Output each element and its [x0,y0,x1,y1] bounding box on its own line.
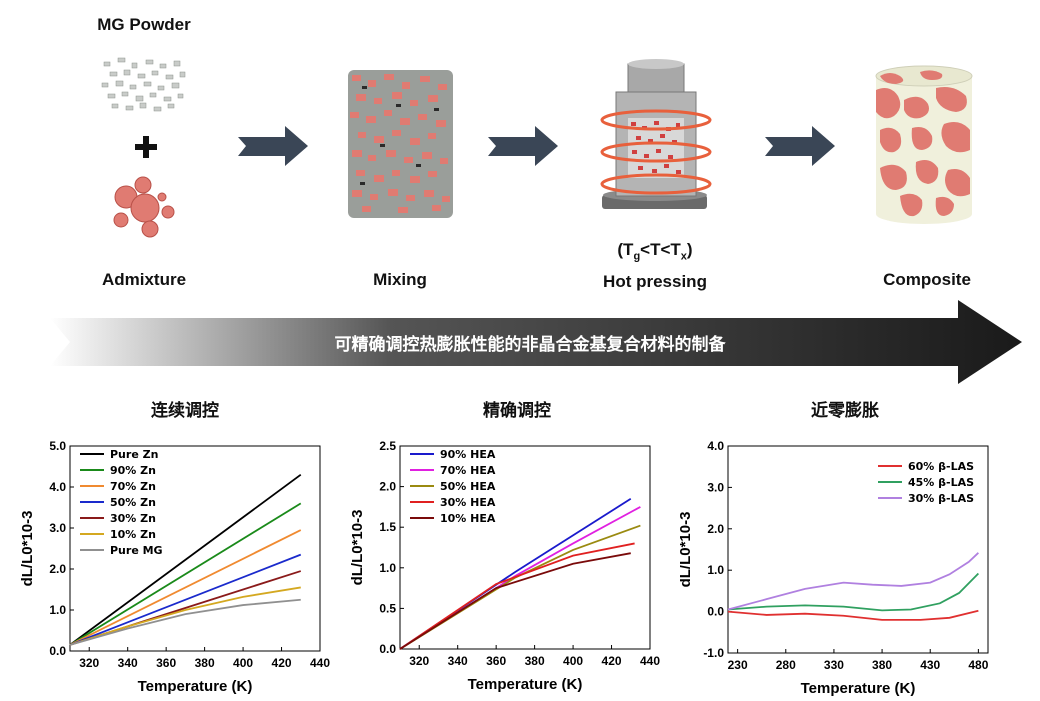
series-line [69,502,302,646]
x-tick-label: 340 [448,654,468,668]
x-tick-label: 440 [310,656,330,670]
series-line [69,598,301,646]
series-line [69,553,302,646]
series-line [727,572,980,612]
y-tick-label: 4.0 [49,480,66,494]
y-tick-label: 1.0 [379,561,396,575]
legend-label: 60% β-LAS [908,460,974,473]
y-axis-label: dL/L0*10-3 [19,511,36,587]
legend-label: 90% Zn [110,464,156,477]
mixing-label: Mixing [373,270,427,289]
series-line [399,524,641,650]
mixing-cylinder [348,70,453,218]
y-tick-label: 1.0 [707,563,724,577]
y-tick-label: 4.0 [707,439,724,453]
y-tick-label: 2.0 [707,522,724,536]
legend-label: 45% β-LAS [908,476,974,489]
y-axis-label: dL/L0*10-3 [680,512,694,588]
y-tick-label: 3.0 [49,521,66,535]
hot-press-die [600,59,712,209]
legend-label: 30% Zn [110,512,156,525]
y-tick-label: 1.0 [49,603,66,617]
x-tick-label: 280 [776,658,796,672]
x-tick-label: 230 [728,658,748,672]
x-tick-label: 360 [156,656,176,670]
banner-arrow [50,300,1022,384]
y-tick-label: 5.0 [49,439,66,453]
legend-label: Pure Zn [110,448,158,461]
x-tick-label: 420 [272,656,292,670]
series-line [69,586,301,646]
series-line [69,529,302,646]
plot-frame [727,445,989,654]
plus-icon [135,136,157,158]
section-title-3: 近零膨胀 [811,401,879,421]
x-tick-label: 380 [872,658,892,672]
y-tick-label: 2.0 [49,562,66,576]
x-axis-label: Temperature (K) [468,676,583,693]
x-tick-label: 380 [195,656,215,670]
arrow-icon [238,126,308,166]
series-line [399,542,635,650]
x-tick-label: 480 [968,658,988,672]
x-tick-label: 340 [118,656,138,670]
banner-text: 可精确调控热膨胀性能的非晶合金基复合材料的制备 [334,335,726,355]
series-line [727,609,979,621]
x-tick-label: 420 [602,654,622,668]
series-line [727,552,979,611]
legend-label: 30% β-LAS [908,492,974,505]
y-tick-label: 3.0 [707,480,724,494]
hot-pressing-condition: (Tg<T<Tx) [617,240,693,263]
composite-label: Composite [883,270,971,289]
chart-precise: 320 340 360 380 400 420 440 0.0 0.5 1.0 1.5 2.0 2.5 T… [349,439,660,693]
section-title-2: 精确调控 [483,401,551,421]
x-tick-label: 320 [409,654,429,668]
x-tick-label: 380 [525,654,545,668]
hot-pressing-label: Hot pressing [603,272,707,291]
legend-label: 50% Zn [110,496,156,509]
legend-label: 70% HEA [440,464,496,477]
plot-frame [399,445,651,650]
x-axis-label: Temperature (K) [801,680,916,697]
legend-label: 70% Zn [110,480,156,493]
x-tick-label: 320 [79,656,99,670]
arrow-icon [765,126,835,166]
chart-continuous: 320 340 360 380 400 420 440 0.0 1.0 2.0 3.0 4.0 5.0 T… [19,439,330,695]
y-tick-label: 0.0 [707,605,724,619]
mg-powder-label: MG Powder [97,15,191,34]
legend-label: 50% HEA [440,480,496,493]
plot-frame [69,445,321,652]
x-tick-label: 400 [563,654,583,668]
admixture-spheres [113,176,175,238]
x-tick-label: 330 [824,658,844,672]
x-tick-label: 430 [920,658,940,672]
chart-near-zero: 230 280 330 380 430 480 -1.0 0.0 1.0 2.0 3.0 4.0 Tem… [680,439,989,697]
x-tick-label: 440 [640,654,660,668]
section-title-1: 连续调控 [151,401,219,421]
x-tick-label: 400 [233,656,253,670]
x-tick-label: 360 [486,654,506,668]
series-line [399,552,631,650]
y-tick-label: 1.5 [379,520,396,534]
legend-label: 10% Zn [110,528,156,541]
composite-cylinder [875,65,973,224]
y-tick-label: 0.5 [379,601,396,615]
mg-powder-cluster [101,57,186,112]
arrow-icon [488,126,558,166]
y-tick-label: 0.0 [49,644,66,658]
admixture-label: Admixture [101,270,187,289]
series-line [69,473,302,646]
x-axis-label: Temperature (K) [138,678,253,695]
legend-label: Pure MG [110,544,163,557]
y-tick-label: 2.0 [379,480,396,494]
y-tick-label: 2.5 [379,439,396,453]
legend-label: 30% HEA [440,496,496,509]
legend-label: 10% HEA [440,512,496,525]
y-tick-label: 0.0 [379,642,396,656]
y-axis-label: dL/L0*10-3 [349,510,366,586]
legend-label: 90% HEA [440,448,496,461]
y-tick-label: -1.0 [703,646,724,660]
